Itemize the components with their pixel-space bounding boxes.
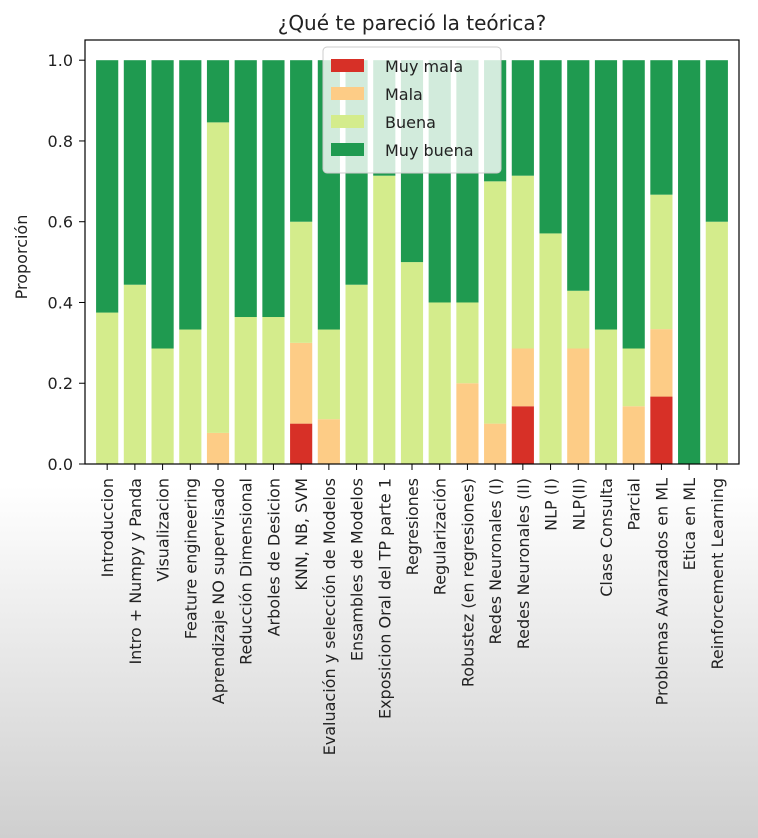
bar-14-series-3: [456, 302, 479, 384]
x-tick-label: Exposicion Oral del TP parte 1: [375, 478, 394, 719]
x-tick-label: NLP(II): [569, 478, 588, 530]
x-axis-ticks: Introduccion Intro + Numpy y Panda Visuali…: [98, 464, 727, 755]
bar-5-series-2: [206, 432, 230, 464]
bar-6-series-3: [234, 317, 257, 464]
legend-swatch: [331, 143, 364, 156]
legend-swatch: [331, 59, 364, 72]
bar-16-series-1: [511, 406, 534, 464]
bar-8-series-1: [290, 423, 313, 464]
bar-23-series-4: [705, 60, 728, 222]
legend-box: [322, 46, 502, 174]
bar-5-series-3: [206, 122, 230, 433]
bar-9-series-2: [317, 419, 340, 464]
bar-3-series-4: [151, 60, 174, 349]
y-axis-label: Proporción: [12, 215, 31, 300]
bar-9-series-3: [317, 329, 340, 420]
x-tick-label: Regularización: [431, 478, 450, 595]
legend-label: Muy mala: [385, 57, 463, 76]
bar-21-series-1: [650, 396, 673, 464]
plot-frame: [84, 39, 740, 465]
x-tick-label: Regresiones: [403, 478, 422, 575]
legend-label: Buena: [385, 113, 436, 132]
bar-8-series-3: [290, 221, 313, 343]
y-axis-ticks: 0.0 0.2 0.4 0.6 0.8 1.0: [48, 51, 85, 474]
x-tick-label: Robustez (en regresiones): [458, 478, 477, 687]
x-tick-label: NLP (I): [542, 478, 561, 531]
x-tick-label: Aprendizaje NO supervisado: [209, 478, 228, 704]
y-tick-label: 1.0: [48, 51, 73, 70]
bar-6-series-4: [234, 60, 257, 318]
bar-18-series-3: [567, 290, 590, 349]
legend-swatch: [331, 87, 364, 100]
bar-23-series-3: [705, 221, 728, 464]
bar-18-series-2: [567, 348, 590, 464]
bar-4-series-4: [179, 60, 202, 330]
bar-18-series-4: [567, 60, 590, 291]
x-tick-label: Reducción Dimensional: [237, 478, 256, 665]
y-tick-label: 0.2: [48, 374, 73, 393]
bar-15-series-3: [484, 181, 507, 424]
bar-8-series-2: [290, 342, 313, 424]
bar-16-series-4: [511, 60, 534, 176]
legend-label: Muy buena: [385, 141, 474, 160]
x-tick-label: Introduccion: [98, 478, 117, 577]
legend: Muy mala Mala Buena Muy buena: [322, 46, 502, 174]
x-tick-label: Ensambles de Modelos: [348, 478, 367, 661]
bar-19-series-4: [594, 60, 618, 330]
bar-11-series-3: [373, 175, 396, 464]
x-tick-label: Visualizacion: [154, 478, 173, 582]
bar-8-series-4: [290, 60, 313, 222]
bar-22-series-4: [678, 60, 701, 464]
bar-7-series-4: [262, 60, 285, 318]
bar-15-series-2: [484, 423, 507, 464]
bar-16-series-2: [511, 348, 534, 407]
y-tick-label: 0.0: [48, 455, 73, 474]
x-tick-label: Redes Neuronales (I): [486, 478, 505, 645]
bar-14-series-2: [456, 383, 479, 464]
bar-2-series-3: [123, 284, 146, 464]
y-tick-label: 0.8: [48, 132, 73, 151]
bar-13-series-3: [428, 302, 451, 464]
x-tick-label: Evaluación y selección de Modelos: [320, 478, 339, 755]
x-tick-label: Problemas Avanzados en ML: [652, 478, 671, 706]
x-tick-label: Parcial: [625, 478, 644, 530]
x-tick-label: Clase Consulta: [597, 478, 616, 597]
x-tick-label: Intro + Numpy y Panda: [126, 478, 145, 665]
bar-21-series-2: [650, 329, 673, 397]
x-tick-label: Redes Neuronales (II): [514, 478, 533, 649]
x-tick-label: KNN, NB, SVM: [292, 478, 311, 591]
bar-1-series-3: [96, 312, 119, 464]
y-tick-label: 0.4: [48, 293, 73, 312]
x-tick-label: Arboles de Desicion: [264, 478, 283, 636]
bar-17-series-3: [539, 233, 562, 464]
bar-5-series-4: [206, 60, 230, 123]
bar-10-series-3: [345, 284, 368, 464]
bar-1-series-4: [96, 60, 119, 313]
chart-title: ¿Qué te pareció la teórica?: [278, 11, 547, 35]
bar-12-series-3: [400, 262, 424, 464]
legend-swatch: [331, 115, 364, 128]
bar-3-series-3: [151, 348, 174, 464]
x-tick-label: Reinforcement Learning: [708, 478, 727, 670]
bar-20-series-4: [622, 60, 645, 349]
bar-17-series-4: [539, 60, 562, 234]
bar-16-series-3: [511, 175, 534, 349]
bar-4-series-3: [179, 329, 202, 464]
bar-21-series-4: [650, 60, 673, 195]
bar-20-series-3: [622, 348, 645, 407]
bar-20-series-2: [622, 406, 645, 464]
bar-19-series-3: [594, 329, 618, 464]
x-tick-label: Etica en ML: [680, 478, 699, 570]
legend-label: Mala: [385, 85, 423, 104]
bar-21-series-3: [650, 194, 673, 330]
bar-7-series-3: [262, 317, 285, 464]
x-tick-label: Feature engineering: [181, 478, 200, 639]
y-tick-label: 0.6: [48, 213, 73, 232]
bar-2-series-4: [123, 60, 146, 285]
